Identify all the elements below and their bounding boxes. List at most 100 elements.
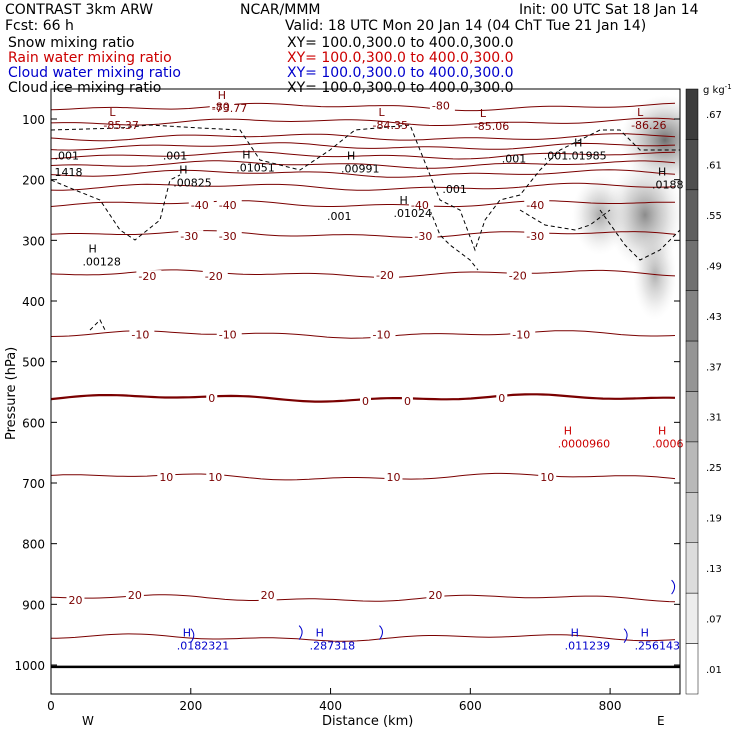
contour-label: -10 [219,328,237,341]
contour-label: -20 [509,270,527,283]
contour-label-bg [202,270,228,284]
extremum-value: .0182321 [177,640,230,653]
contour-label-bg [216,199,242,213]
extremum-value: .00128 [82,256,121,269]
colorbar-tick-label: .67 [706,110,722,121]
contour-label: -10 [131,328,149,341]
y-tick-label: 500 [22,356,45,370]
field-rain-name: Rain water mixing ratio [8,50,172,66]
extremum-value: -84.35 [372,119,407,132]
temperature-contour [51,117,676,126]
temperature-contour [51,594,676,603]
extremum-value: .01024 [393,207,432,220]
contour-label: 0 [208,392,215,405]
x-tick-label: 200 [179,699,202,713]
extremum-value: .287318 [310,640,356,653]
extremum-value: -86.26 [631,119,666,132]
colorbar-unit: g kg-1 [703,83,732,96]
extremum-symbol: L [378,106,385,119]
colorbar-tick-label: .01 [706,665,722,676]
contour-label-bg [178,230,204,244]
contour-label: 10 [386,471,400,484]
extremum-symbol: L [480,107,487,120]
colorbar-segment [685,290,699,342]
x-tick-label: 600 [459,699,482,713]
contour-label: 10 [208,471,222,484]
contour-label: -40 [219,199,237,212]
contour-label-bg [538,470,557,484]
contour-label-bg [360,395,372,409]
temperature-contour [51,160,676,169]
contour-label-bg [429,99,455,113]
contour-label: -30 [414,230,432,243]
plot-frame [50,88,681,695]
extremum-value: -73.77 [212,102,247,115]
extremum-symbol: H [347,150,355,163]
contour-label-bg [496,392,508,406]
extremum-value: .0000960 [558,438,611,451]
contour-label-bg [510,328,536,342]
contour-label: 20 [428,589,442,602]
extremum-value: .01985 [568,149,607,162]
init-time: Init: 00 UTC Sat 18 Jan 14 [519,2,699,18]
forecast-hour: Fcst: 66 h [5,18,74,34]
colorbar-segment [685,88,699,140]
valid-time: Valid: 18 UTC Mon 20 Jan 14 (04 ChT Tue … [285,18,647,34]
y-axis-label: Pressure (hPa) [4,347,19,440]
y-tick-label: 700 [22,477,45,491]
colorbar-tick-label: .37 [706,362,722,373]
temperature-contour [51,230,676,239]
colorbar-tick-label: .31 [706,413,722,424]
contour-label: 20 [128,589,142,602]
colorbar-tick-label: .07 [706,614,722,625]
extremum-symbol: H [218,89,226,102]
extremum-symbol: H [641,627,649,640]
colorbar-segment [685,340,699,392]
extremum-symbol: H [183,627,191,640]
colorbar-segment [685,492,699,544]
contour-label: -80 [432,100,450,113]
colorbar-segment [685,189,699,241]
field-snow-name: Snow mixing ratio [8,35,135,51]
contour-label: 20 [261,589,275,602]
temperature-contour [51,151,676,160]
colorbar-segment [685,139,699,191]
extremum-symbol: H [658,165,666,178]
contour-label: 10 [159,471,173,484]
cloud-water-contour [298,625,303,640]
colorbar-tick-label: .19 [706,514,722,525]
contour-label-bg [216,230,242,244]
contour-label: 10 [540,471,554,484]
contour-label: -10 [512,328,530,341]
extremum-value: .256143 [635,640,681,653]
temperature-contour [51,472,676,481]
contour-label-bg [408,199,434,213]
extremum-value: .001 [163,149,188,162]
x-tick-label: 800 [599,699,622,713]
extremum-value: .00991 [341,163,380,176]
contour-label-bg [524,230,550,244]
contour-label-bg [412,230,438,244]
contour-label-bg [206,392,218,406]
extremum-symbol: H [316,627,324,640]
extremum-symbol: H [179,164,187,177]
model-title: CONTRAST 3km ARW [5,2,154,18]
y-tick-label: 600 [22,416,45,430]
contour-label-bg [157,470,176,484]
extremum-symbol: L [637,106,644,119]
x-tick-label: 0 [47,699,55,713]
extremum-symbol: H [571,627,579,640]
extremum-value: .0188 [652,178,684,191]
temperature-contour [51,169,676,178]
colorbar-tick-label: .49 [706,261,722,272]
extremum-value: -85.06 [474,120,509,133]
extremum-symbol: H [658,425,666,438]
contour-label-bg [258,589,277,603]
contour-label-bg [66,594,85,608]
extremum-value: .011239 [565,640,611,653]
contour-label: -30 [526,230,544,243]
contour-label-bg [216,328,242,342]
y-tick-label: 300 [22,234,45,248]
colorbar-segment [685,391,699,443]
contour-label-bg [370,328,396,342]
